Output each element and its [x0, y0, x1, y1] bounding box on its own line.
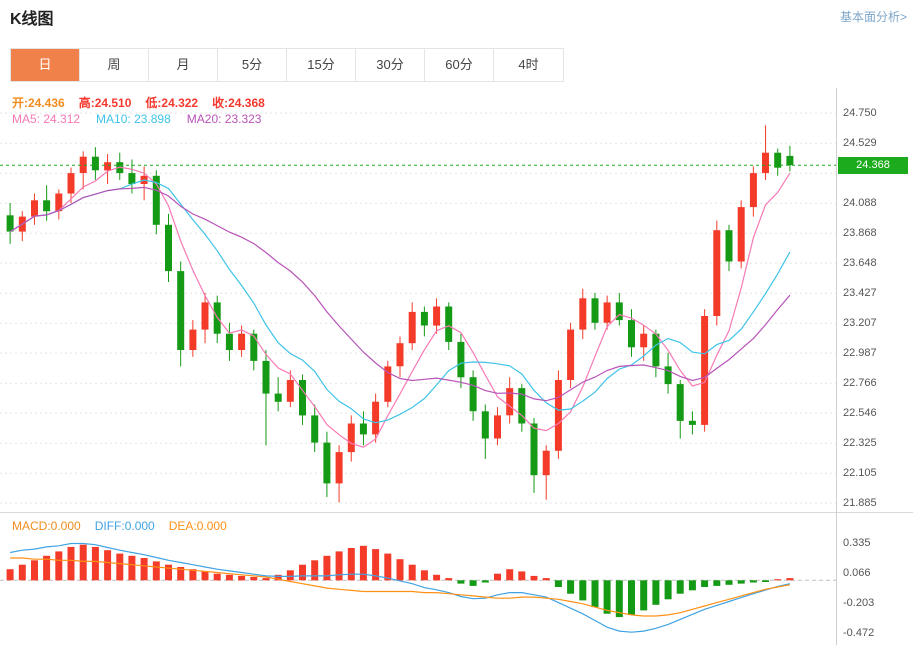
price-tick-label: 22.987 — [843, 347, 877, 360]
ma20-line — [9, 186, 791, 402]
tab-15min[interactable]: 15分 — [287, 49, 356, 81]
axis-col: 24.750 24.529 24.088 23.868 23.648 23.427 23.2… — [836, 88, 913, 645]
macd-tick-label: 0.066 — [843, 566, 871, 579]
ma10-line — [9, 179, 791, 424]
fundamental-analysis-link[interactable]: 基本面分析> — [839, 10, 907, 24]
price-tick-label: 22.546 — [843, 407, 877, 420]
ma-legend: MA5: 24.312 MA10: 23.898 MA20: 23.323 — [12, 112, 277, 126]
interval-tabs: 日周月 5分 15分 30分 60分 4时 — [10, 48, 564, 82]
macd-legend: MACD:0.000 DIFF:0.000 DEA:0.000 — [12, 519, 241, 533]
panel-divider — [0, 512, 913, 513]
tab-day[interactable]: 日 — [11, 49, 80, 81]
price-tick-label: 21.885 — [843, 497, 877, 510]
last-price-tag: 24.368 — [838, 156, 908, 174]
ohlc-legend: 开:24.436 高:24.510 低:24.322 收:24.368 — [12, 94, 279, 111]
ma-legend-ma10: MA10: 23.898 — [96, 112, 171, 126]
dea-line — [10, 557, 791, 617]
price-tick-label: 24.088 — [843, 197, 877, 210]
macd-legend-diff: DIFF:0.000 — [94, 519, 155, 533]
price-chart[interactable] — [0, 88, 836, 512]
ma-legend-ma5: MA5: 24.312 — [12, 112, 81, 126]
tab-month[interactable]: 月 — [149, 49, 218, 81]
tab-5min[interactable]: 5分 — [218, 49, 287, 81]
page-title: K线图 — [10, 11, 54, 28]
ohlc-legend-open: 开:24.436 — [12, 96, 65, 110]
macd-legend-dea: DEA:0.000 — [168, 519, 227, 533]
macd-tick-label: -0.472 — [843, 626, 875, 639]
price-tick-label: 24.750 — [843, 107, 877, 120]
price-tick-label: 23.207 — [843, 317, 877, 330]
ohlc-legend-close: 收:24.368 — [212, 96, 265, 110]
price-tick-label: 23.648 — [843, 257, 877, 270]
price-tick-label: 24.529 — [843, 137, 877, 150]
ma-legend-ma20: MA20: 23.323 — [186, 112, 262, 126]
tab-4hour[interactable]: 4时 — [494, 49, 563, 81]
macd-tick-label: 0.335 — [843, 536, 871, 549]
macd-tick-label: -0.203 — [843, 596, 875, 609]
price-tick-label: 22.325 — [843, 437, 877, 450]
macd-bars-group — [6, 544, 794, 618]
tab-week[interactable]: 周 — [80, 49, 149, 81]
ohlc-legend-high: 高:24.510 — [78, 96, 132, 110]
macd-chart[interactable] — [0, 512, 836, 645]
ohlc-legend-low: 低:24.322 — [145, 96, 199, 110]
tab-30min[interactable]: 30分 — [356, 49, 425, 81]
price-tick-label: 23.427 — [843, 287, 877, 300]
candles-group — [6, 125, 794, 503]
tab-60min[interactable]: 60分 — [425, 49, 494, 81]
price-tick-label: 23.868 — [843, 227, 877, 240]
price-tick-label: 22.105 — [843, 467, 877, 480]
chart-area: 开:24.436 高:24.510 低:24.322 收:24.368 MA5: 24… — [0, 88, 913, 645]
price-tick-label: 22.766 — [843, 377, 877, 390]
macd-legend-macd: MACD:0.000 — [12, 519, 81, 533]
ma5-line — [9, 166, 791, 448]
diff-line — [9, 542, 791, 633]
